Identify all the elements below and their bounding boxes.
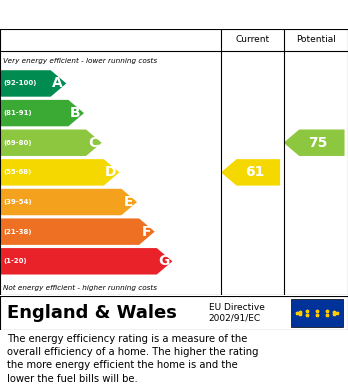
Text: Current: Current [235,36,269,45]
Text: Very energy efficient - lower running costs: Very energy efficient - lower running co… [3,58,158,64]
Text: EU Directive
2002/91/EC: EU Directive 2002/91/EC [209,303,265,323]
Text: Energy Efficiency Rating: Energy Efficiency Rating [69,7,279,22]
Bar [291,299,343,327]
Polygon shape [1,129,102,156]
Text: F: F [141,225,151,239]
Text: Not energy efficient - higher running costs: Not energy efficient - higher running co… [3,285,158,291]
Text: 75: 75 [308,136,328,150]
Text: Potential: Potential [296,36,336,45]
Text: (92-100): (92-100) [4,81,37,86]
Text: G: G [158,254,169,268]
Text: B: B [70,106,81,120]
Text: E: E [124,195,133,209]
Text: The energy efficiency rating is a measure of the
overall efficiency of a home. T: The energy efficiency rating is a measur… [7,334,259,384]
Polygon shape [1,189,137,215]
Polygon shape [1,70,66,97]
Polygon shape [1,219,155,245]
Text: England & Wales: England & Wales [7,304,177,322]
Text: (1-20): (1-20) [4,258,27,264]
Polygon shape [1,159,119,186]
Text: (55-68): (55-68) [4,169,32,176]
Polygon shape [1,248,172,274]
Text: 61: 61 [245,165,264,179]
Polygon shape [1,100,84,126]
Text: (39-54): (39-54) [4,199,32,205]
Polygon shape [221,159,280,186]
Text: (21-38): (21-38) [4,229,32,235]
Text: (81-91): (81-91) [4,110,32,116]
Text: (69-80): (69-80) [4,140,32,146]
Polygon shape [284,129,345,156]
Text: A: A [52,77,63,90]
Text: D: D [105,165,117,179]
Text: C: C [88,136,98,150]
